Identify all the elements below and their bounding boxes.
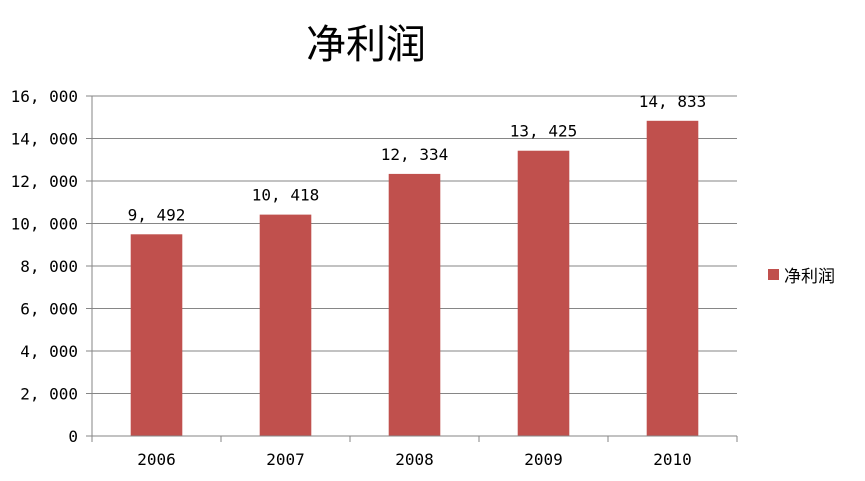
- x-tick-label: 2006: [137, 450, 176, 469]
- chart-title: 净利润: [306, 22, 426, 68]
- y-tick-label: 12, 000: [11, 172, 78, 191]
- y-tick-label: 16, 000: [11, 87, 78, 106]
- legend-swatch: [768, 269, 779, 280]
- bar-2009: [517, 150, 570, 436]
- data-labels: 9, 492 10, 418 12, 334 13, 425 14, 833: [128, 92, 707, 224]
- y-tick-label: 4, 000: [20, 342, 78, 361]
- y-tick-label: 6, 000: [20, 300, 78, 319]
- y-tick-label: 2, 000: [20, 385, 78, 404]
- data-label: 10, 418: [252, 186, 319, 205]
- data-label: 14, 833: [639, 92, 706, 111]
- data-label: 9, 492: [128, 205, 186, 224]
- x-tick-label: 2008: [395, 450, 434, 469]
- legend-label: 净利润: [784, 267, 835, 287]
- y-tick-label: 14, 000: [11, 130, 78, 149]
- data-label: 13, 425: [510, 122, 577, 141]
- bar-2008: [388, 173, 441, 436]
- bar-2010: [646, 120, 699, 436]
- x-tick-label: 2010: [653, 450, 692, 469]
- y-tick-label: 0: [68, 427, 78, 446]
- y-tick-label: 8, 000: [20, 257, 78, 276]
- axes: 0 2, 000 4, 000 6, 000 8, 000 10, 000 12, 000 1…: [11, 87, 738, 469]
- bar-2006: [130, 234, 183, 436]
- x-tick-label: 2007: [266, 450, 305, 469]
- y-tick-label: 10, 000: [11, 215, 78, 234]
- bar-2007: [259, 214, 312, 436]
- bars: [130, 120, 699, 436]
- legend: 净利润: [768, 267, 835, 287]
- data-label: 12, 334: [381, 145, 448, 164]
- x-tick-label: 2009: [524, 450, 563, 469]
